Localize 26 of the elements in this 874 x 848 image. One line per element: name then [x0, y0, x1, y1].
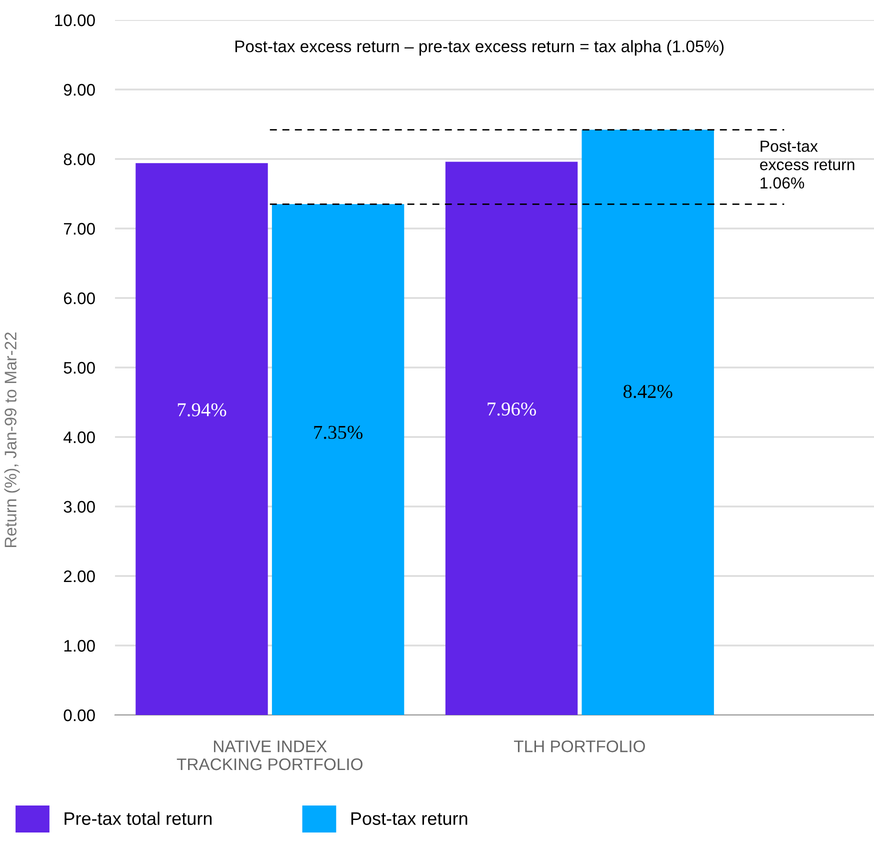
y-tick-label: 6.00	[64, 292, 95, 304]
y-tick-label: 2.00	[64, 570, 95, 582]
y-tick-label: 0.00	[64, 709, 95, 722]
annotation: Post-tax excess return 1.06%	[760, 140, 854, 189]
data-label: 7.35%	[314, 426, 363, 439]
y-tick-label: 4.00	[64, 431, 95, 444]
data-label: 7.96%	[488, 402, 536, 416]
legend-label: Pre-tax total return	[64, 812, 212, 825]
data-label: 8.42%	[623, 384, 672, 398]
y-tick-label: 5.00	[64, 362, 95, 374]
y-tick-label: 7.00	[64, 222, 95, 235]
y-tick-label: 10.00	[55, 14, 95, 26]
legend-label: Post-tax return	[351, 812, 468, 825]
bar	[136, 163, 268, 715]
bar	[582, 130, 714, 715]
y-tick-label: 9.00	[64, 84, 95, 96]
x-tick-label: TLH PORTFOLIO	[514, 740, 645, 752]
y-tick-label: 8.00	[64, 153, 95, 166]
data-label: 7.94%	[178, 403, 226, 416]
bar	[272, 204, 404, 715]
y-tick-label: 3.00	[64, 500, 95, 513]
y-tick-label: 1.00	[64, 640, 95, 652]
bar	[445, 162, 578, 715]
y-axis-title: Return (%), Jan-99 to Mar-22	[4, 332, 20, 547]
text: Post-tax excess return – pre-tax excess return = tax alpha (1.05%)	[235, 40, 724, 56]
x-tick-label: NATIVE INDEX TRACKING PORTFOLIO	[176, 740, 362, 770]
